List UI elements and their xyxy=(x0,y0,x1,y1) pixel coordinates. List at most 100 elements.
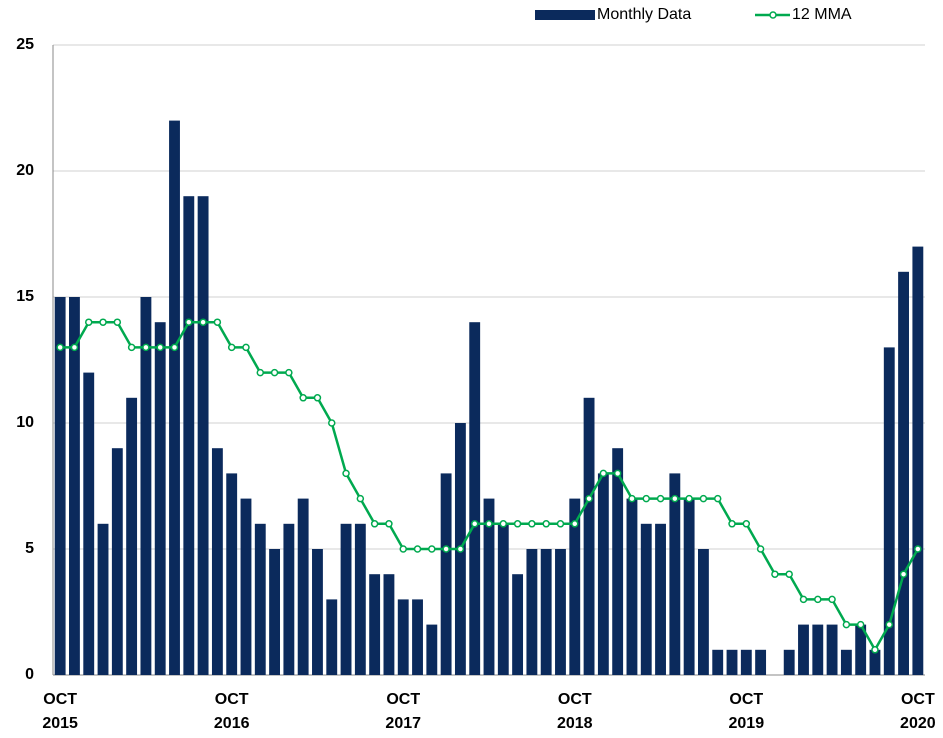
line-marker xyxy=(885,620,894,629)
line-marker xyxy=(199,318,207,326)
line-marker xyxy=(585,494,593,503)
line-marker xyxy=(814,595,822,604)
bar xyxy=(912,246,924,675)
bar xyxy=(626,498,638,675)
line-marker xyxy=(113,318,122,326)
bar xyxy=(883,347,895,675)
line-marker xyxy=(70,343,79,352)
bar xyxy=(126,397,138,675)
bar xyxy=(755,649,767,675)
line-marker xyxy=(828,595,836,604)
bar xyxy=(812,624,824,675)
line-marker xyxy=(513,520,522,528)
bar xyxy=(97,523,109,675)
bar xyxy=(712,649,724,675)
line-marker xyxy=(699,494,708,503)
bar xyxy=(540,549,552,675)
bar xyxy=(840,649,852,675)
line-marker xyxy=(771,570,779,578)
bar xyxy=(898,271,909,675)
bar xyxy=(497,523,509,675)
bar xyxy=(597,473,609,675)
line-marker xyxy=(313,394,322,402)
line-marker xyxy=(556,520,565,528)
bar xyxy=(440,473,452,675)
bar xyxy=(426,624,438,675)
line-marker xyxy=(642,494,650,503)
bar xyxy=(269,549,281,675)
bar xyxy=(254,523,266,675)
x-tick-label: OCT 2019 xyxy=(729,691,765,732)
line-marker xyxy=(713,494,722,503)
line-marker xyxy=(470,520,479,528)
x-tick-label: OCT 2018 xyxy=(557,691,593,732)
bar xyxy=(154,322,166,675)
bar xyxy=(683,498,695,675)
bar xyxy=(297,498,309,675)
x-tick-label: OCT 2020 xyxy=(900,691,936,732)
line-marker xyxy=(84,318,93,326)
line-marker xyxy=(328,419,336,427)
bar xyxy=(612,448,624,675)
line-marker xyxy=(628,494,636,503)
line-marker xyxy=(728,520,736,528)
y-tick-label: 20 xyxy=(16,162,34,179)
x-tick-label: OCT 2015 xyxy=(42,691,78,732)
line-marker xyxy=(170,343,179,352)
bar xyxy=(697,549,709,675)
line-marker xyxy=(270,368,279,377)
bar xyxy=(512,574,524,675)
x-tick-label: OCT 2016 xyxy=(214,691,250,732)
bar xyxy=(526,549,538,675)
line-marker xyxy=(599,469,608,478)
bar xyxy=(798,624,809,675)
y-tick-label: 5 xyxy=(25,540,34,557)
line-marker xyxy=(499,520,508,528)
bar xyxy=(211,448,223,675)
line-marker xyxy=(99,318,107,326)
legend-swatch xyxy=(769,11,777,19)
line-marker xyxy=(342,469,350,478)
bar xyxy=(869,649,881,675)
line-marker xyxy=(399,545,407,553)
bar xyxy=(140,297,152,675)
bar xyxy=(226,473,238,675)
bar xyxy=(783,649,795,675)
bar xyxy=(640,523,652,675)
bar xyxy=(111,448,123,675)
line-marker xyxy=(914,545,922,553)
line-marker xyxy=(542,520,550,528)
bar xyxy=(326,599,338,675)
bar xyxy=(469,322,481,675)
legend-label: 12 MMA xyxy=(792,6,852,23)
bar xyxy=(412,599,423,675)
line-marker xyxy=(528,520,536,528)
bar xyxy=(354,523,366,675)
line-marker xyxy=(299,394,307,402)
line-marker xyxy=(842,620,851,629)
bar xyxy=(555,549,566,675)
bar xyxy=(583,397,595,675)
line-marker xyxy=(285,368,293,377)
line-marker xyxy=(385,520,393,528)
bar xyxy=(397,599,409,675)
line-marker xyxy=(856,620,865,629)
line-marker xyxy=(899,570,908,578)
line-marker xyxy=(428,545,436,553)
line-marker xyxy=(785,570,793,578)
bar xyxy=(312,549,323,675)
y-tick-label: 25 xyxy=(16,36,34,53)
line-marker xyxy=(671,494,679,503)
line-marker xyxy=(742,520,751,528)
legend-label: Monthly Data xyxy=(597,6,691,23)
line-marker xyxy=(56,343,64,352)
y-tick-label: 10 xyxy=(16,414,34,431)
line-marker xyxy=(799,595,808,604)
bar xyxy=(69,297,80,675)
y-tick-label: 15 xyxy=(16,288,34,305)
bar xyxy=(669,473,681,675)
bar xyxy=(283,523,295,675)
line-marker xyxy=(213,318,222,326)
line-marker xyxy=(871,646,879,654)
line-marker xyxy=(242,343,250,352)
